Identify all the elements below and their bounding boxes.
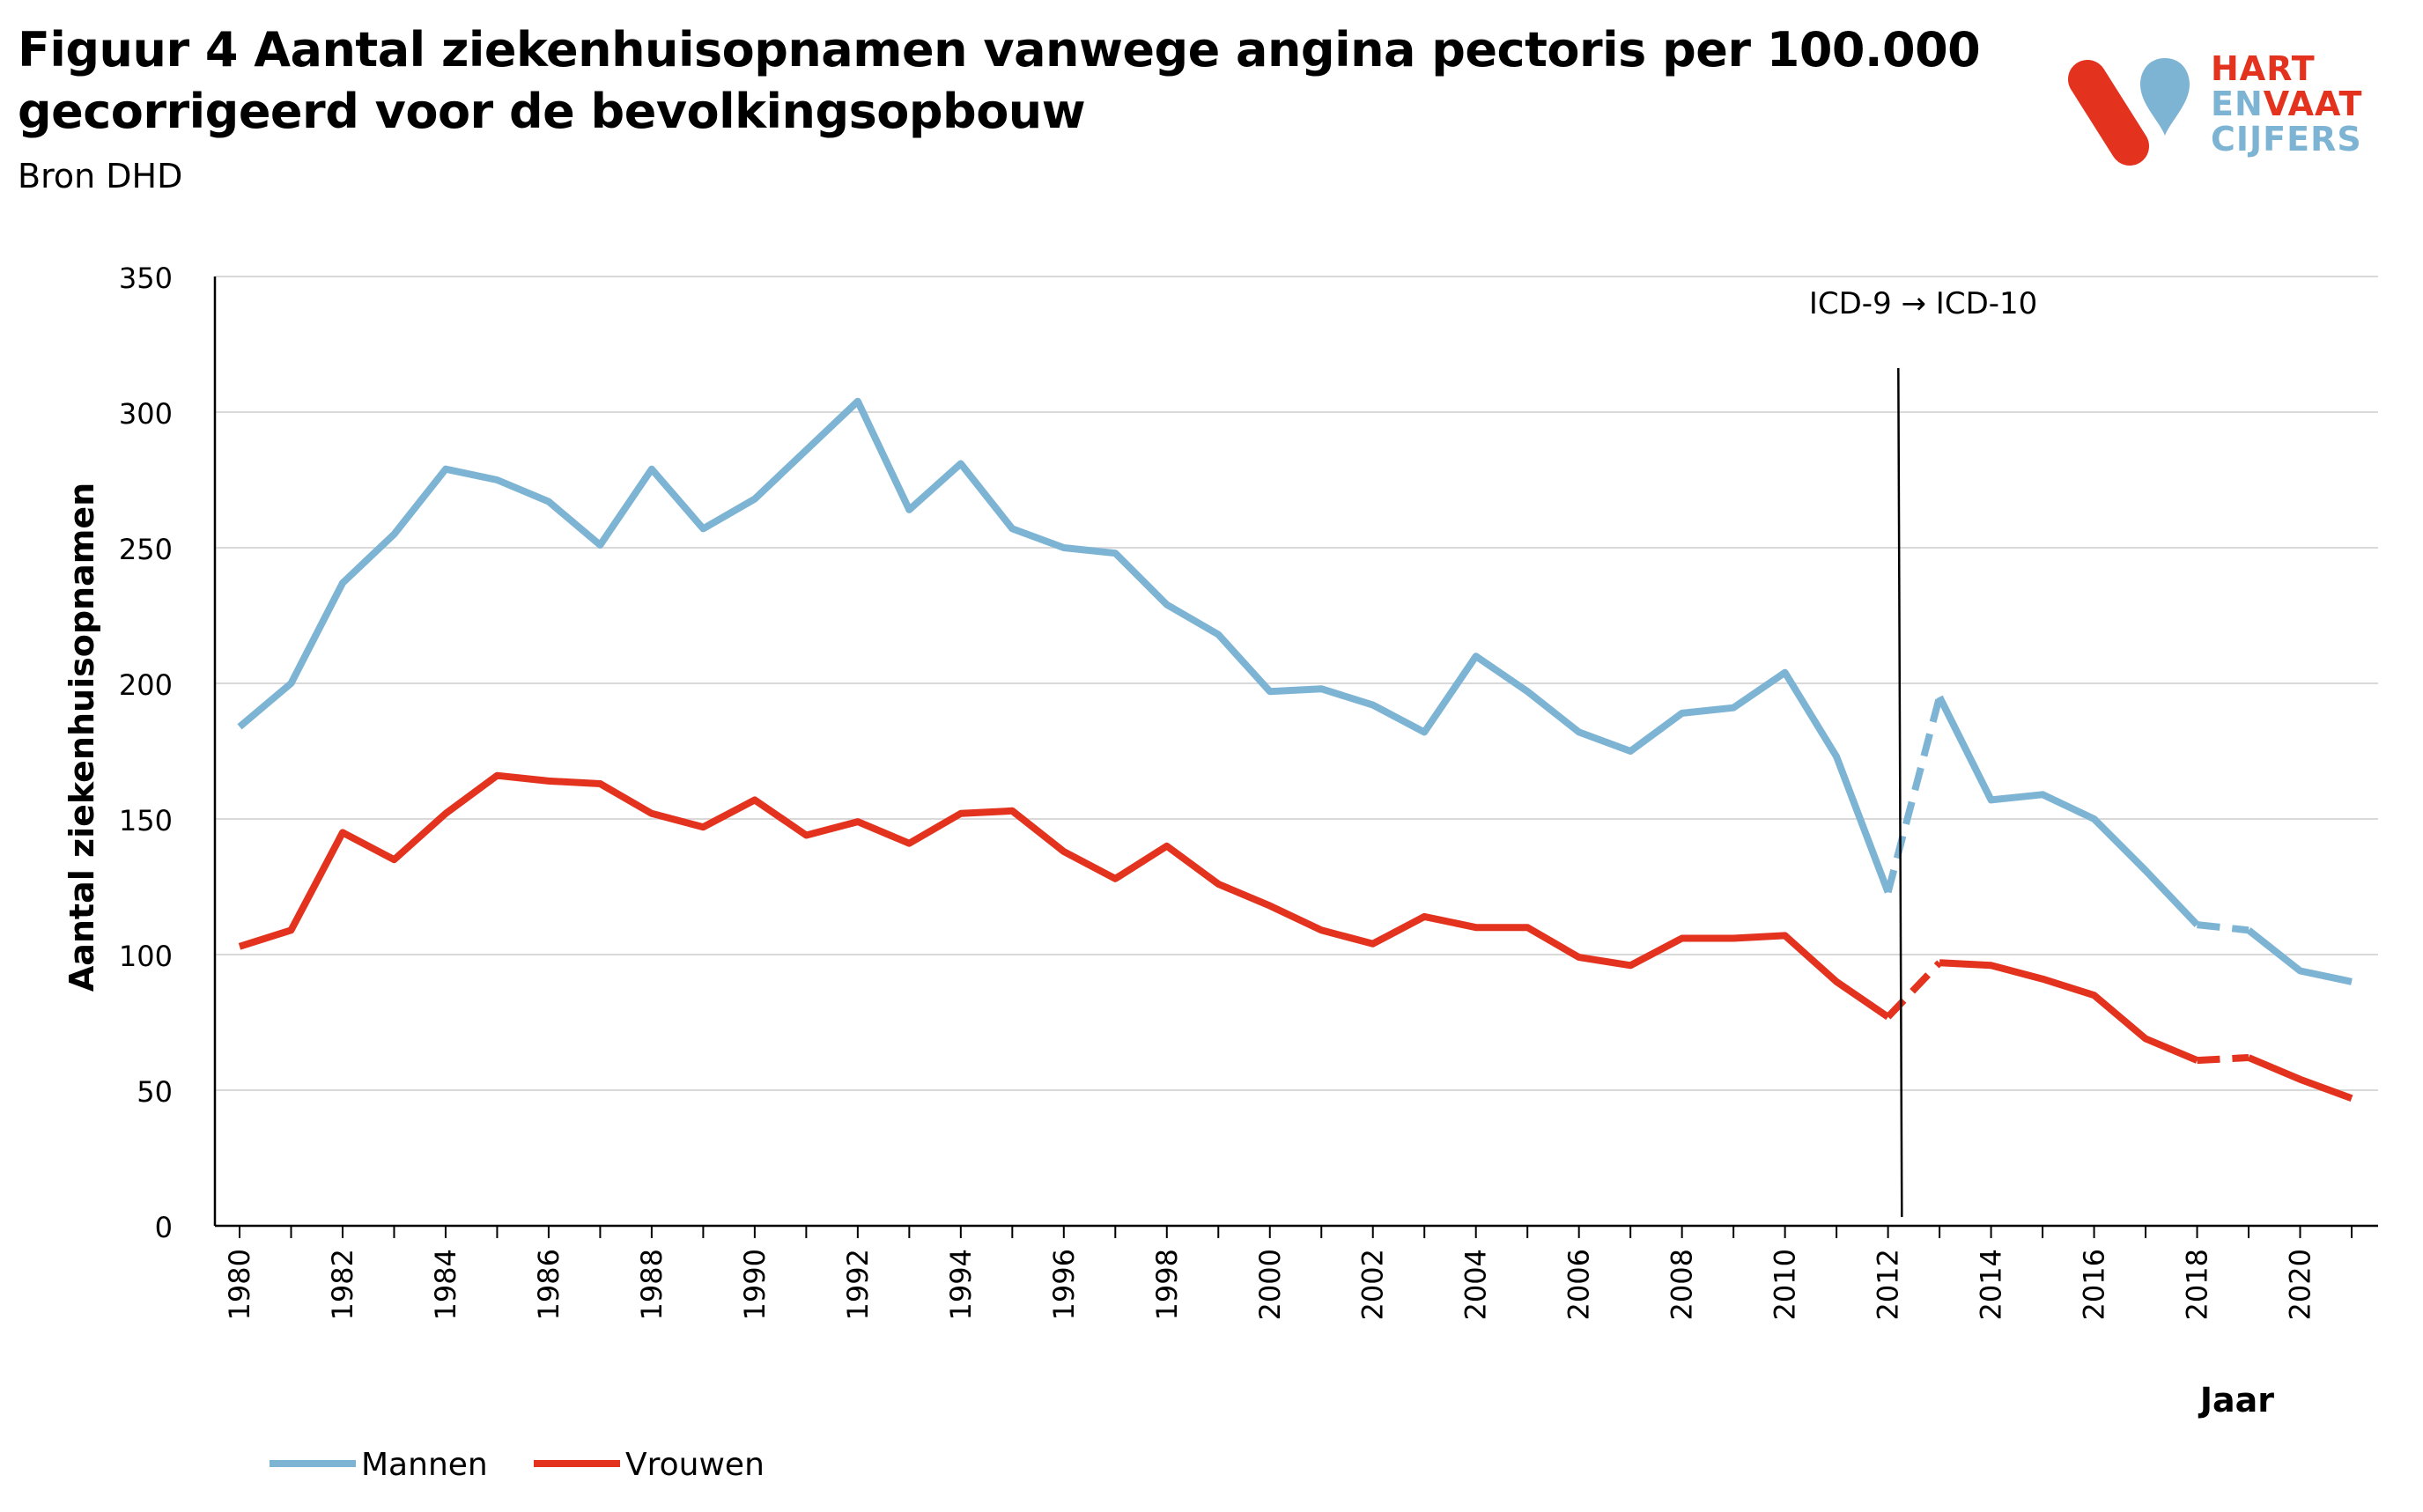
x-tick-label-2012: 2012 xyxy=(1872,1249,1905,1320)
x-tick-label-1994: 1994 xyxy=(944,1249,978,1320)
x-tick-label-2018: 2018 xyxy=(2181,1249,2214,1320)
logo-line-2b: VAAT xyxy=(2263,85,2363,123)
x-tick-labels: 1980 1982 1984 1986 1988 1990 1992 1994 1996 1998… xyxy=(223,1249,2317,1320)
x-tick-label-1996: 1996 xyxy=(1047,1249,1081,1320)
series-line-mannen-solid-0 xyxy=(237,397,1892,894)
y-tick-label-150: 150 xyxy=(119,804,173,837)
y-tick-label-350: 350 xyxy=(119,262,173,295)
source-label: Bron DHD xyxy=(18,157,183,195)
legend: Mannen Vrouwen xyxy=(270,1447,765,1483)
series-line-vrouwen-dashed-3 xyxy=(2197,1054,2249,1065)
y-tick-label-0: 0 xyxy=(155,1211,173,1244)
y-tick-label-50: 50 xyxy=(137,1075,173,1109)
y-tick-label-100: 100 xyxy=(119,940,173,973)
x-tick-label-2020: 2020 xyxy=(2284,1249,2317,1320)
hart-en-vaat-cijfers-logo: HART ENVAAT CIJFERS xyxy=(2061,51,2396,166)
x-tick-label-1984: 1984 xyxy=(429,1249,462,1320)
logo-line-2a: EN xyxy=(2211,85,2264,123)
title-line-1: Figuur 4 Aantal ziekenhuisopnamen vanweg… xyxy=(18,22,1981,77)
x-tick-label-1982: 1982 xyxy=(326,1249,359,1320)
series-line-mannen-dashed-3 xyxy=(2197,921,2249,934)
x-tick-label-2000: 2000 xyxy=(1253,1249,1287,1320)
logo-line-1: HART xyxy=(2211,49,2316,88)
series-line-vrouwen-dashed-1 xyxy=(1885,960,1943,1020)
x-axis-label: Jaar xyxy=(2198,1381,2274,1420)
logo-text: HART ENVAAT CIJFERS xyxy=(2211,51,2362,157)
series-line-mannen-solid-4 xyxy=(2246,927,2353,985)
x-tick-label-1986: 1986 xyxy=(532,1249,565,1320)
x-tick-label-2008: 2008 xyxy=(1666,1249,1699,1320)
logo-line-3: CIJFERS xyxy=(2211,120,2362,159)
x-tick-label-1998: 1998 xyxy=(1150,1249,1184,1320)
title-line-2: gecorrigeerd voor de bevolkingsopbouw xyxy=(18,84,1086,139)
x-tick-label-2016: 2016 xyxy=(2078,1249,2111,1320)
gridlines xyxy=(215,276,2378,1091)
series-line-vrouwen-solid-0 xyxy=(238,771,1890,1021)
chart-title: Figuur 4 Aantal ziekenhuisopnamen vanweg… xyxy=(18,19,1981,143)
series-line-vrouwen-solid-4 xyxy=(2247,1054,2353,1102)
series-line-vrouwen-solid-2 xyxy=(1939,959,2199,1064)
series-line-mannen-solid-2 xyxy=(1936,695,2200,927)
icd-change-label: ICD-9 → ICD-10 xyxy=(1809,286,2037,321)
x-tick-label-1988: 1988 xyxy=(635,1249,669,1320)
x-tick-label-2010: 2010 xyxy=(1769,1249,1802,1320)
y-tick-label-200: 200 xyxy=(119,668,173,702)
x-tick-label-1980: 1980 xyxy=(223,1249,256,1320)
y-tick-label-300: 300 xyxy=(119,397,173,431)
annotation: ICD-9 → ICD-10 xyxy=(1809,286,2037,1218)
x-tick-label-2004: 2004 xyxy=(1459,1249,1493,1320)
logo-mark-icon xyxy=(2068,58,2190,166)
legend-label-mannen: Mannen xyxy=(361,1447,488,1483)
x-tick-label-1992: 1992 xyxy=(841,1249,875,1320)
x-tick-label-1990: 1990 xyxy=(738,1249,772,1320)
series-line-mannen-dashed-1 xyxy=(1884,696,1943,894)
x-tick-label-2002: 2002 xyxy=(1356,1249,1390,1320)
x-tick-label-2006: 2006 xyxy=(1562,1249,1596,1320)
y-tick-label-250: 250 xyxy=(119,533,173,566)
y-axis-label: Aantal ziekenhuisopnamen xyxy=(63,483,101,992)
y-tick-labels: 0 50 100 150 200 250 300 350 xyxy=(119,262,173,1244)
axes xyxy=(213,277,2378,1238)
series-lines xyxy=(237,397,2353,1102)
x-tick-label-2014: 2014 xyxy=(1975,1249,2008,1320)
icd-change-line xyxy=(1897,367,1903,1218)
legend-label-vrouwen: Vrouwen xyxy=(625,1447,765,1483)
